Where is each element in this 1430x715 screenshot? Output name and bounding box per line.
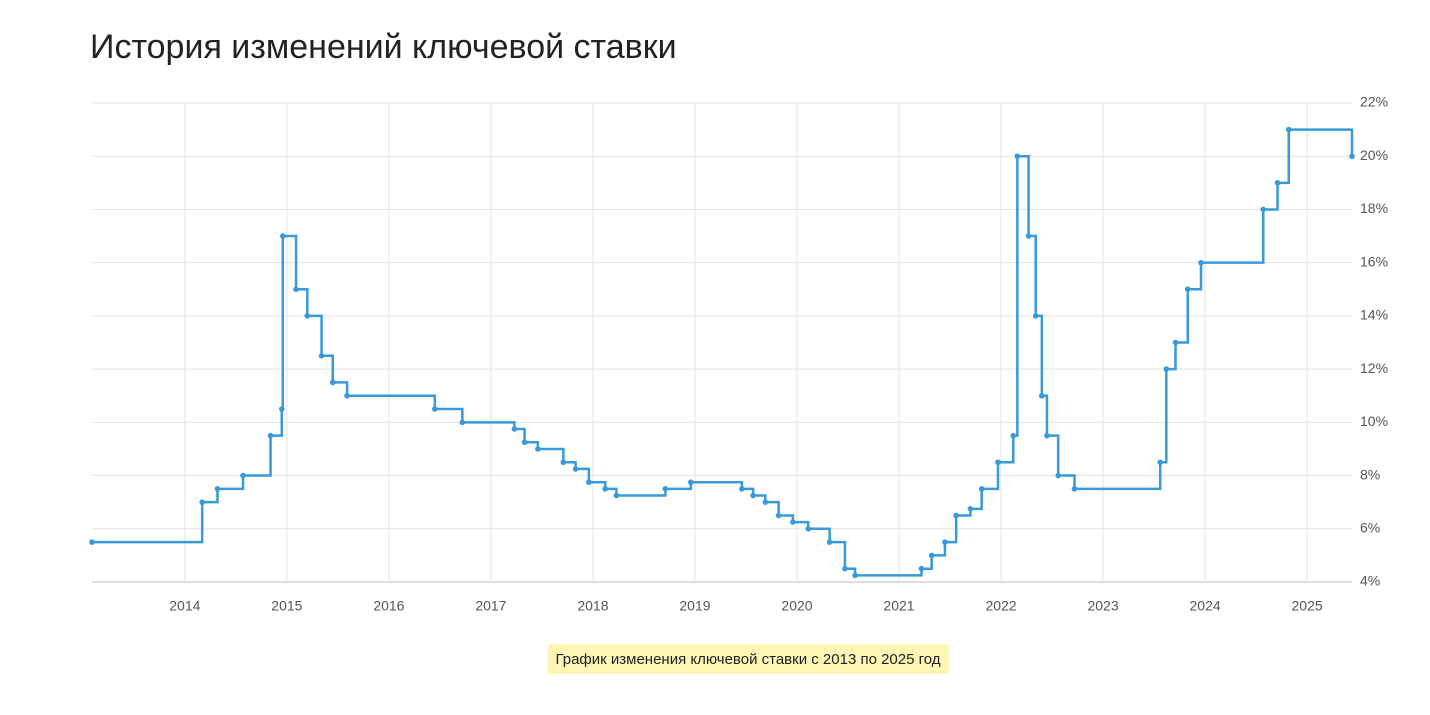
y-tick-label: 22%	[1360, 94, 1388, 110]
data-point	[967, 506, 974, 512]
y-tick-label: 18%	[1360, 200, 1388, 216]
step-line	[92, 128, 1354, 577]
data-point	[1039, 392, 1045, 399]
y-tick-label: 16%	[1360, 253, 1388, 269]
data-point	[762, 499, 769, 505]
data-point	[790, 519, 796, 525]
data-point	[586, 479, 592, 486]
data-point	[942, 539, 948, 545]
y-tick-label: 4%	[1360, 573, 1380, 589]
y-tick-label: 10%	[1360, 413, 1388, 429]
data-point	[304, 313, 311, 319]
data-point	[240, 472, 246, 479]
data-point	[432, 406, 438, 412]
data-point	[1014, 153, 1021, 160]
caption-background	[547, 644, 949, 674]
x-tick-label: 2022	[985, 598, 1016, 614]
data-point	[1274, 180, 1281, 186]
data-point	[842, 565, 848, 572]
data-point	[775, 512, 782, 519]
data-point	[953, 512, 959, 519]
data-point	[826, 539, 833, 545]
data-point	[995, 459, 1001, 466]
data-point	[1010, 432, 1017, 439]
y-tick-label: 8%	[1360, 466, 1380, 482]
data-point	[688, 479, 694, 486]
data-point	[602, 486, 608, 492]
y-tick-label: 6%	[1360, 519, 1380, 535]
data-point	[199, 499, 205, 505]
y-tick-label: 14%	[1360, 307, 1388, 323]
x-tick-label: 2021	[883, 598, 914, 614]
x-tick-label: 2025	[1292, 598, 1323, 614]
data-point	[739, 486, 745, 492]
x-tick-label: 2014	[169, 598, 200, 614]
data-point	[1172, 339, 1179, 346]
data-point	[978, 486, 985, 492]
data-point	[560, 459, 567, 466]
data-point	[613, 492, 620, 499]
data-point	[459, 419, 466, 426]
x-tick-label: 2019	[679, 598, 710, 614]
data-point	[1055, 472, 1061, 479]
data-point	[1260, 206, 1267, 213]
x-tick-label: 2018	[577, 598, 608, 614]
y-tick-label: 20%	[1360, 147, 1388, 163]
data-point	[1071, 486, 1078, 492]
data-point	[535, 446, 541, 452]
data-point	[267, 432, 274, 439]
data-point	[918, 565, 925, 572]
data-point	[928, 552, 935, 559]
data-point	[1025, 233, 1032, 239]
data-point	[852, 572, 858, 579]
x-tick-label: 2016	[373, 598, 404, 614]
data-point	[318, 353, 325, 359]
data-point	[1285, 126, 1292, 133]
data-point	[329, 379, 336, 386]
data-point	[1198, 259, 1204, 266]
data-point	[521, 439, 528, 446]
data-point	[805, 525, 812, 532]
data-point	[572, 466, 579, 472]
data-point	[214, 486, 221, 492]
chart-title: История изменений ключевой ставки	[90, 28, 677, 66]
x-tick-label: 2020	[781, 598, 812, 614]
data-point	[1032, 313, 1039, 319]
x-tick-label: 2024	[1190, 598, 1221, 614]
data-point	[344, 392, 350, 399]
caption: График изменения ключевой ставки с 2013 …	[555, 651, 940, 668]
x-tick-label: 2017	[475, 598, 506, 614]
data-point	[1184, 286, 1191, 293]
x-tick-label: 2015	[271, 598, 302, 614]
data-point	[293, 286, 299, 293]
data-point	[750, 492, 756, 499]
data-point	[1163, 366, 1170, 372]
data-point	[279, 233, 286, 239]
data-point	[1044, 432, 1050, 439]
data-point	[89, 539, 95, 545]
y-tick-label: 12%	[1360, 360, 1388, 376]
data-point	[662, 486, 669, 492]
data-point	[1157, 459, 1163, 466]
x-tick-label: 2023	[1087, 598, 1118, 614]
data-point	[1349, 153, 1355, 160]
data-point	[278, 406, 285, 412]
data-point	[511, 426, 518, 432]
